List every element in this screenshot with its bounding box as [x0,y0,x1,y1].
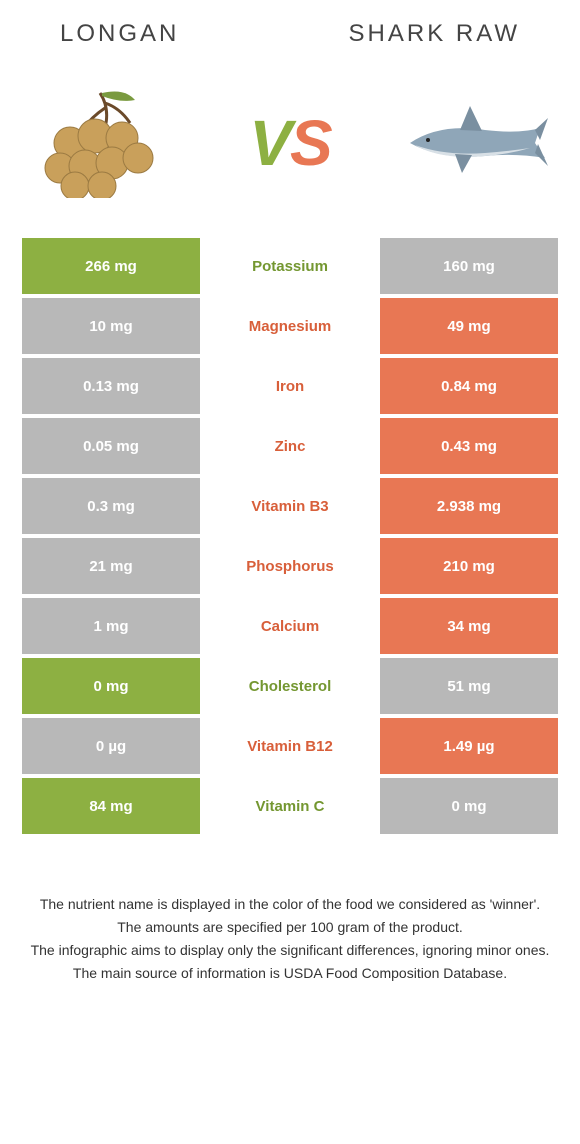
left-value: 0 µg [22,718,200,774]
right-value: 0 mg [380,778,558,834]
nutrient-name: Magnesium [200,298,380,354]
nutrient-name: Cholesterol [200,658,380,714]
footer-notes: The nutrient name is displayed in the co… [0,834,580,984]
footer-line: The nutrient name is displayed in the co… [30,894,550,915]
table-row: 0.05 mgZinc0.43 mg [22,418,558,474]
footer-line: The infographic aims to display only the… [30,940,550,961]
nutrient-name: Potassium [200,238,380,294]
longan-icon [30,88,180,198]
nutrient-name: Zinc [200,418,380,474]
vs-v: V [249,107,290,179]
table-row: 10 mgMagnesium49 mg [22,298,558,354]
vs-label: VS [249,106,330,180]
longan-image [30,88,180,198]
shark-image [400,88,550,198]
shark-icon [400,88,550,198]
left-value: 10 mg [22,298,200,354]
table-row: 266 mgPotassium160 mg [22,238,558,294]
left-value: 266 mg [22,238,200,294]
nutrient-name: Vitamin C [200,778,380,834]
table-row: 1 mgCalcium34 mg [22,598,558,654]
table-row: 0 mgCholesterol51 mg [22,658,558,714]
food-left-title: LONGAN [60,20,179,48]
right-value: 34 mg [380,598,558,654]
table-row: 0.13 mgIron0.84 mg [22,358,558,414]
food-right-title: SHARK RAW [349,20,520,48]
table-row: 0 µgVitamin B121.49 µg [22,718,558,774]
nutrient-name: Vitamin B3 [200,478,380,534]
left-value: 0.13 mg [22,358,200,414]
right-value: 0.84 mg [380,358,558,414]
vs-s: S [290,107,331,179]
right-value: 49 mg [380,298,558,354]
right-value: 2.938 mg [380,478,558,534]
nutrient-table: 266 mgPotassium160 mg10 mgMagnesium49 mg… [0,238,580,834]
left-value: 0.3 mg [22,478,200,534]
right-value: 160 mg [380,238,558,294]
header-row: LONGAN SHARK RAW [0,0,580,58]
right-value: 51 mg [380,658,558,714]
table-row: 0.3 mgVitamin B32.938 mg [22,478,558,534]
left-value: 1 mg [22,598,200,654]
right-value: 210 mg [380,538,558,594]
right-value: 1.49 µg [380,718,558,774]
footer-line: The amounts are specified per 100 gram o… [30,917,550,938]
left-value: 84 mg [22,778,200,834]
footer-line: The main source of information is USDA F… [30,963,550,984]
left-value: 0 mg [22,658,200,714]
table-row: 84 mgVitamin C0 mg [22,778,558,834]
table-row: 21 mgPhosphorus210 mg [22,538,558,594]
right-value: 0.43 mg [380,418,558,474]
nutrient-name: Vitamin B12 [200,718,380,774]
left-value: 21 mg [22,538,200,594]
vs-row: VS [0,58,580,238]
nutrient-name: Calcium [200,598,380,654]
left-value: 0.05 mg [22,418,200,474]
nutrient-name: Phosphorus [200,538,380,594]
nutrient-name: Iron [200,358,380,414]
